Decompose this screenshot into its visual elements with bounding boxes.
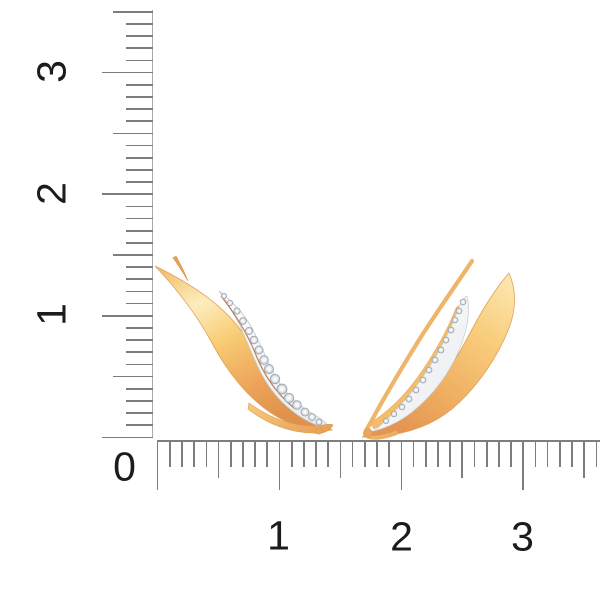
ruler-tick (113, 11, 153, 13)
ruler-tick (339, 441, 342, 478)
ruler-tick (126, 144, 153, 147)
ruler-tick (113, 375, 153, 378)
ruler-tick (156, 441, 159, 490)
ruler-tick (126, 156, 153, 159)
vertical-ruler-axis-line (152, 10, 154, 437)
ruler-tick (126, 96, 153, 98)
earring-left-seam (220, 295, 295, 409)
ruler-tick (461, 441, 464, 478)
horizontal-ruler-label-3: 3 (511, 513, 535, 560)
ruler-tick (126, 327, 153, 329)
ruler-tick (193, 441, 196, 467)
ruler-tick (449, 441, 451, 467)
ruler-tick (126, 120, 153, 123)
ruler-tick (595, 441, 598, 467)
ruler-tick (278, 441, 281, 490)
ruler-tick (558, 441, 561, 467)
ruler-tick (126, 290, 153, 293)
ruler-tick (205, 441, 208, 467)
ruler-tick (437, 441, 439, 467)
ruler-tick (126, 47, 153, 50)
ruler-tick (126, 169, 153, 171)
ruler-tick (126, 217, 153, 220)
earring-left-bottom-sweep (247, 402, 334, 434)
ruler-tick (126, 278, 153, 281)
ruler-tick (126, 387, 153, 390)
ruler-tick (168, 441, 171, 467)
earring-left-diamond-band (218, 290, 332, 430)
ruler-tick (546, 441, 549, 467)
ruler-tick (126, 59, 153, 62)
horizontal-ruler-label-2: 2 (390, 513, 414, 560)
ruler-tick (126, 83, 153, 86)
ruler-tick (473, 441, 476, 467)
ruler-tick (126, 23, 153, 25)
ruler-tick (126, 241, 153, 244)
earring-left (154, 255, 334, 435)
earring-left-gold-leaf (154, 265, 334, 432)
ruler-tick (400, 441, 403, 490)
ruler-tick (102, 314, 153, 317)
earring-left-bottom-curl (315, 427, 323, 435)
ruler-tick (485, 441, 488, 467)
ruler-tick (113, 132, 153, 135)
ruler-tick (388, 441, 391, 467)
ruler-tick (290, 441, 293, 467)
ruler-tick (583, 441, 586, 478)
ruler-tick (126, 424, 153, 427)
ruler-tick (522, 441, 525, 490)
earring-left-diamonds (221, 293, 323, 426)
ruler-tick (126, 181, 153, 183)
ruler-tick (126, 302, 153, 305)
ruler-tick (351, 441, 354, 467)
ruler-tick (412, 441, 415, 467)
horizontal-ruler-baseline (156, 440, 600, 442)
ruler-tick (571, 441, 573, 467)
ruler-tick (126, 363, 153, 366)
ruler-tick (102, 436, 153, 439)
ruler-tick (254, 441, 256, 467)
ruler-tick (327, 441, 330, 467)
ruler-tick (217, 441, 220, 478)
ruler-tick (126, 339, 153, 341)
ruler-tick (126, 108, 153, 110)
ruler-tick (126, 412, 153, 414)
ruler-origin-label: 0 (113, 443, 137, 490)
ruler-tick (242, 441, 244, 467)
ruler-tick (303, 441, 305, 467)
horizontal-ruler-label-1: 1 (267, 512, 291, 559)
earring-right-diamonds (382, 298, 467, 425)
ruler-tick (424, 441, 427, 467)
ruler-tick (102, 71, 153, 74)
earring-right-gold-leaf (361, 272, 516, 438)
ruler-tick (126, 35, 153, 37)
ruler-tick (126, 400, 153, 402)
ruler-tick (102, 193, 153, 196)
earring-right-ear-wire (363, 258, 475, 440)
ruler-tick (126, 229, 153, 232)
earring-right (361, 258, 516, 440)
ruler-tick (229, 441, 232, 467)
ruler-tick (534, 441, 537, 467)
ruler-tick (181, 441, 183, 467)
ruler-tick (126, 351, 153, 354)
ruler-tick (126, 266, 153, 268)
ruler-tick (315, 441, 317, 467)
ruler-tick (266, 441, 269, 467)
ruler-tick (498, 441, 500, 467)
ruler-tick (510, 441, 512, 467)
ruler-tick (126, 205, 153, 208)
earring-right-wire-curl (363, 428, 373, 438)
ruler-tick (363, 441, 366, 467)
earring-left-post-tip (172, 255, 189, 282)
ruler-tick (113, 254, 153, 256)
ruler-tick (376, 441, 378, 467)
